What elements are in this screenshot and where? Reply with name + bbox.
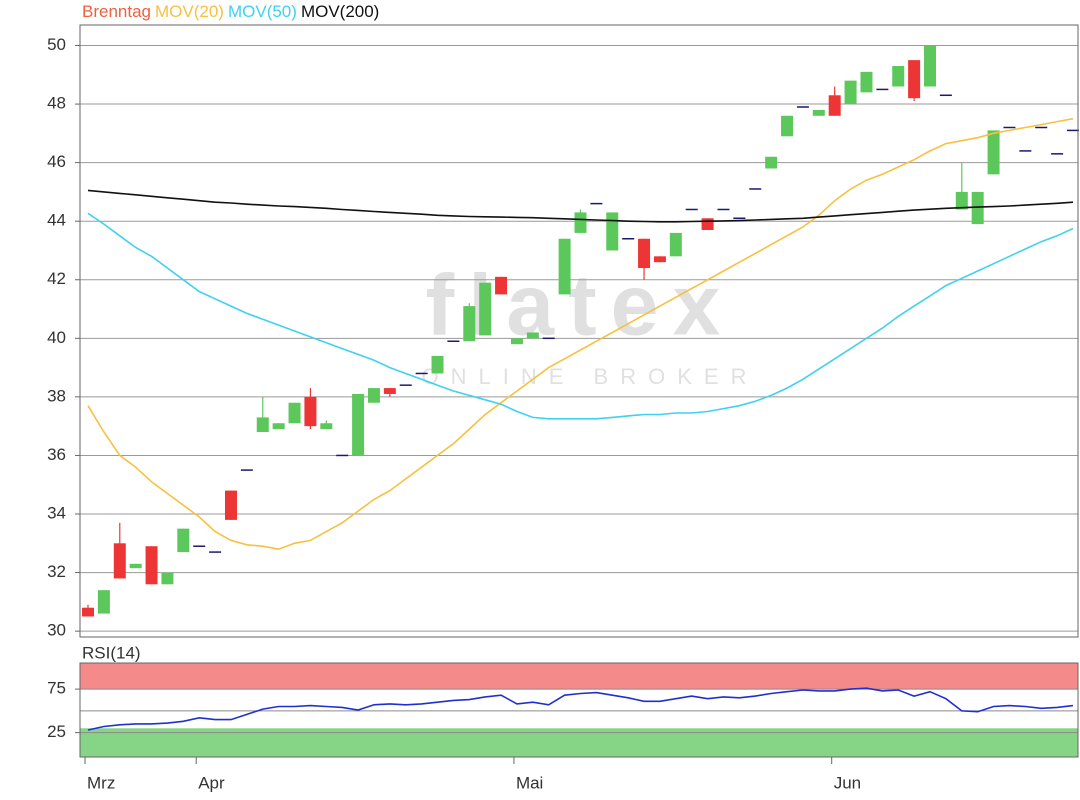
plot-frame <box>79 662 1079 758</box>
y-tick-label: 30 <box>47 621 66 640</box>
y-tick-label: 36 <box>47 445 66 464</box>
candle-body <box>352 393 365 456</box>
candle-body <box>669 232 682 257</box>
candle-body <box>479 282 492 336</box>
candle-body <box>606 212 619 251</box>
y-tick-label: 38 <box>47 386 66 405</box>
candle-body <box>574 212 587 233</box>
y-tick-label: 25 <box>47 722 66 741</box>
x-tick-label: Jun <box>834 773 861 792</box>
candle-body <box>653 256 666 263</box>
ma-line <box>87 117 1074 551</box>
plot-frame <box>79 24 1079 638</box>
candle-body <box>97 590 110 614</box>
legend-entry: MOV(20) <box>155 2 224 21</box>
candle-body <box>495 276 508 295</box>
rsi-zone <box>80 663 1078 690</box>
x-tick-label: Mai <box>516 773 543 792</box>
candle-body <box>844 80 857 105</box>
candle-body <box>383 388 396 394</box>
candle-body <box>177 528 190 553</box>
legend-entry: MOV(50) <box>228 2 297 21</box>
candle-body <box>987 130 1000 175</box>
candle-body <box>971 191 984 225</box>
candle-body <box>812 109 825 116</box>
candle-body <box>860 71 873 93</box>
candle-body <box>367 388 380 403</box>
candle-body <box>892 65 905 87</box>
candle-body <box>558 238 571 295</box>
candle-body <box>145 546 158 585</box>
candle-body <box>638 238 651 269</box>
y-tick-label: 42 <box>47 269 66 288</box>
ma-line <box>87 212 1074 420</box>
legend-entry: MOV(200) <box>301 2 379 21</box>
candle-body <box>908 60 921 99</box>
y-tick-label: 32 <box>47 562 66 581</box>
candle-body <box>272 423 285 430</box>
y-tick-label: 44 <box>47 211 66 230</box>
candle-body <box>828 95 841 116</box>
candle-body <box>320 423 333 430</box>
candle-body <box>924 45 937 87</box>
legend: Brenntag MOV(20) MOV(50) MOV(200) <box>82 2 379 21</box>
candle-body <box>765 156 778 169</box>
candle-body <box>82 607 94 617</box>
candle-body <box>431 355 444 374</box>
y-tick-label: 34 <box>47 503 66 522</box>
x-tick-label: Mrz <box>87 773 115 792</box>
y-tick-label: 75 <box>47 679 66 698</box>
x-tick-label: Apr <box>198 773 225 792</box>
candle-body <box>224 490 237 520</box>
watermark-sub: ONLINE BROKER <box>422 364 759 389</box>
candle-body <box>304 396 317 427</box>
y-tick-label: 48 <box>47 94 66 113</box>
candle-body <box>463 306 476 342</box>
candle-body <box>129 563 142 569</box>
candle-body <box>701 218 714 230</box>
candle-body <box>113 543 126 579</box>
candle-body <box>955 191 968 210</box>
candle-body <box>161 572 174 585</box>
y-tick-label: 40 <box>47 328 66 347</box>
ma-line <box>87 189 1074 223</box>
y-tick-label: 50 <box>47 35 66 54</box>
y-tick-label: 46 <box>47 152 66 171</box>
candle-body <box>256 417 269 433</box>
rsi-line <box>87 687 1074 731</box>
candle-body <box>781 115 794 137</box>
candle-body <box>526 332 539 339</box>
candle-body <box>288 402 301 424</box>
chart-title: Brenntag <box>82 2 151 21</box>
candle-body <box>510 338 523 345</box>
rsi-title: RSI(14) <box>82 643 141 662</box>
